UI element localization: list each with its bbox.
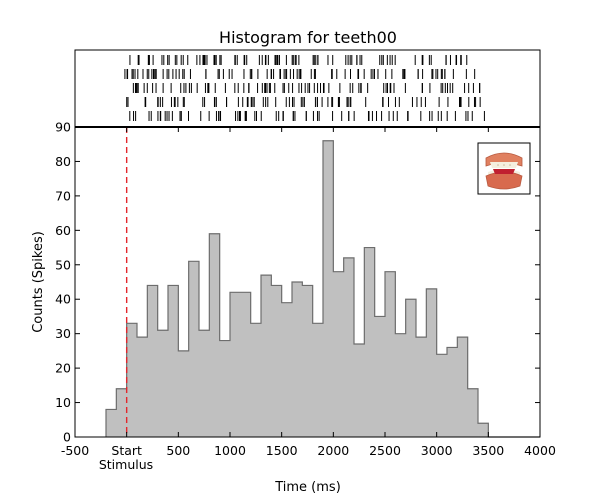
x-tick-label: 500 — [166, 443, 190, 458]
histogram-bar — [261, 275, 272, 437]
spike-raster — [124, 55, 485, 121]
x-tick-label: 4000 — [524, 443, 556, 458]
y-tick-label: 10 — [55, 395, 71, 410]
x-tick-label: 1500 — [266, 443, 298, 458]
histogram-bar — [240, 292, 252, 437]
histogram-bar — [323, 140, 334, 437]
histogram-bar — [436, 354, 448, 437]
y-tick-label: 50 — [55, 257, 71, 272]
histogram-bar — [385, 271, 396, 437]
y-tick-label: 30 — [55, 326, 71, 341]
y-tick-label: 60 — [55, 223, 71, 238]
histogram-bar — [126, 323, 138, 437]
histogram-bar — [467, 388, 479, 437]
y-tick-label: 20 — [55, 361, 71, 376]
histogram-bar — [416, 337, 427, 437]
histogram-bar — [250, 323, 262, 437]
histogram-bar — [343, 257, 355, 437]
histogram-bar — [405, 299, 417, 437]
histogram-bar — [395, 333, 407, 437]
histogram-bar — [230, 292, 241, 437]
histogram-bar — [147, 285, 159, 437]
y-tick-label: 40 — [55, 292, 71, 307]
histogram-bar — [137, 337, 148, 437]
histogram-bar — [106, 409, 117, 437]
histogram-bar — [426, 288, 438, 437]
histogram-bar — [374, 316, 386, 437]
histogram-bar — [188, 261, 200, 437]
histogram-bar — [312, 323, 324, 437]
histogram-bar — [333, 271, 345, 437]
histogram-bar — [478, 423, 489, 437]
x-tick-label: Start — [111, 443, 142, 458]
y-axis-label: Counts (Spikes) — [31, 231, 46, 333]
x-tick-label: 2000 — [317, 443, 349, 458]
histogram-bar — [157, 330, 169, 437]
teeth-dentures-icon — [477, 142, 531, 195]
histogram-bar — [178, 350, 190, 437]
histogram-bars — [106, 140, 489, 437]
y-axis-ticks: 0 10 20 30 40 50 60 70 80 90 — [55, 120, 540, 445]
y-tick-label: 90 — [55, 120, 71, 135]
x-tick-label: -500 — [61, 443, 89, 458]
x-tick-label: 2500 — [369, 443, 401, 458]
histogram-bar — [364, 247, 376, 437]
x-tick-label: 3500 — [472, 443, 504, 458]
x-axis-ticks: -500 Start 500 1000 1500 2000 2500 3000 3500 4000 — [61, 127, 556, 458]
x-tick-label: 3000 — [421, 443, 453, 458]
histogram-bar — [354, 344, 365, 437]
histogram-bar — [281, 302, 293, 437]
y-tick-label: 70 — [55, 188, 71, 203]
histogram-bar — [219, 340, 231, 437]
x-tick-label: 1000 — [214, 443, 246, 458]
x-axis-label: Time (ms) — [274, 480, 341, 495]
histogram-bar — [447, 347, 458, 437]
histogram-bar — [199, 330, 210, 437]
histogram-bar — [302, 285, 314, 437]
histogram-bar — [271, 285, 283, 437]
histogram-bar — [209, 233, 221, 437]
histogram-outline — [105, 140, 540, 438]
y-tick-label: 80 — [55, 154, 71, 169]
histogram-bar — [292, 282, 303, 437]
stimulus-tick-label: Stimulus — [99, 457, 153, 472]
y-tick-label: 0 — [63, 430, 71, 445]
chart-title: Histogram for teeth00 — [219, 28, 397, 47]
histogram-bar — [116, 388, 128, 437]
histogram-bar — [168, 285, 179, 437]
histogram-bar — [457, 337, 469, 437]
